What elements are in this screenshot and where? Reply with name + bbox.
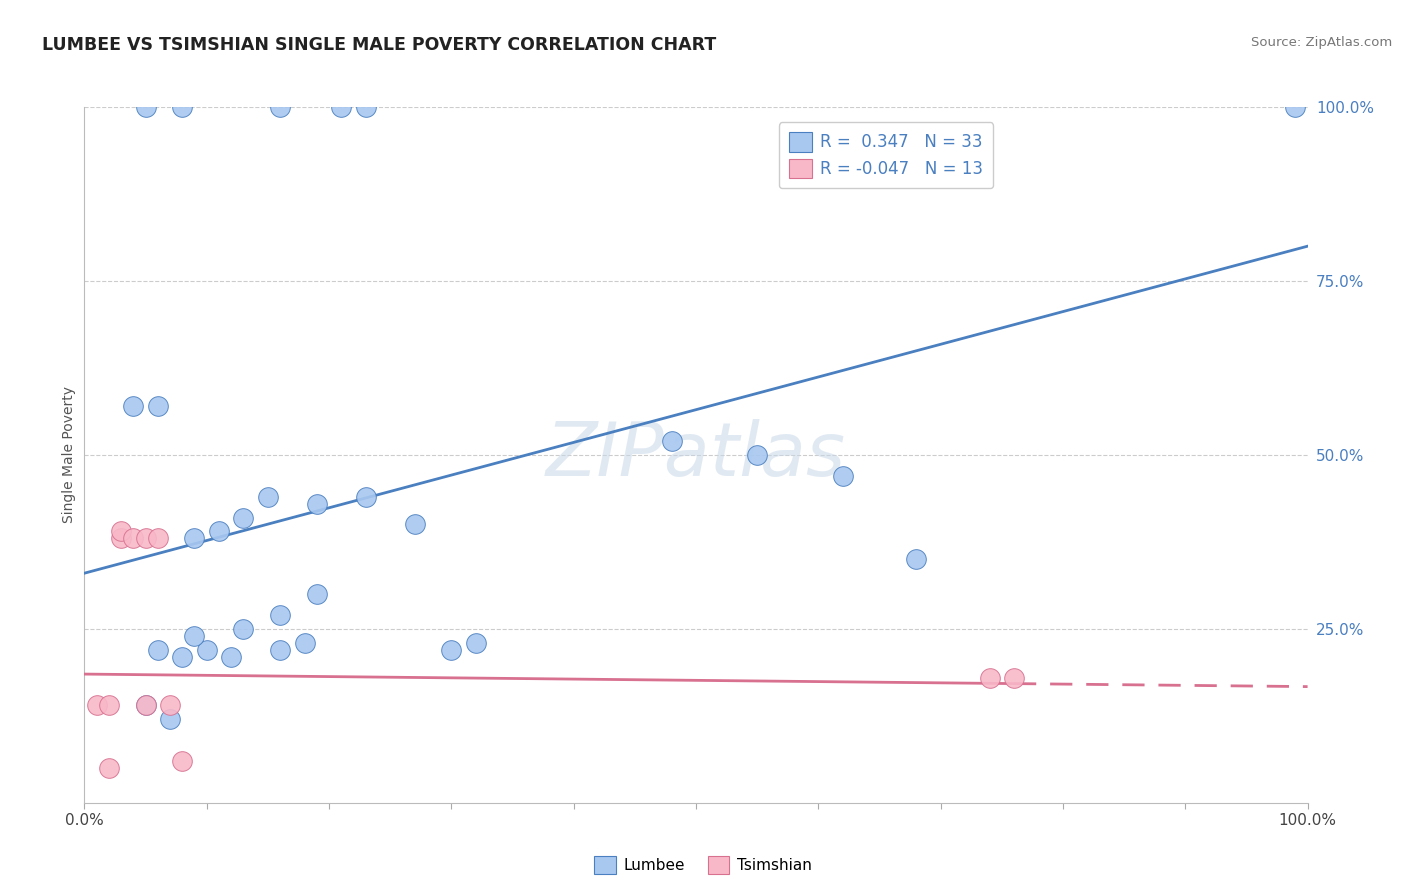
Point: [269, 100, 291, 114]
Point: [110, 532, 132, 546]
Point: [232, 622, 254, 636]
Legend: Lumbee, Tsimshian: Lumbee, Tsimshian: [588, 850, 818, 880]
Point: [831, 468, 853, 483]
Point: [219, 649, 242, 664]
Point: [110, 524, 132, 539]
Point: [464, 636, 486, 650]
Point: [232, 510, 254, 524]
Point: [330, 100, 353, 114]
Point: [747, 448, 769, 462]
Point: [661, 434, 683, 448]
Point: [354, 100, 377, 114]
Point: [305, 587, 328, 601]
Point: [172, 649, 194, 664]
Point: [159, 698, 181, 713]
Point: [122, 399, 145, 413]
Point: [440, 642, 463, 657]
Legend: R =  0.347   N = 33, R = -0.047   N = 13: R = 0.347 N = 33, R = -0.047 N = 13: [779, 122, 994, 188]
Point: [404, 517, 426, 532]
Point: [1284, 100, 1306, 114]
Point: [135, 698, 157, 713]
Text: Source: ZipAtlas.com: Source: ZipAtlas.com: [1251, 36, 1392, 49]
Point: [183, 532, 205, 546]
Point: [97, 761, 120, 775]
Point: [1002, 671, 1025, 685]
Point: [269, 642, 291, 657]
Point: [172, 754, 194, 768]
Point: [146, 532, 169, 546]
Point: [905, 552, 928, 566]
Point: [354, 490, 377, 504]
Point: [269, 607, 291, 622]
Point: [146, 399, 169, 413]
Point: [122, 532, 145, 546]
Point: [86, 698, 108, 713]
Point: [97, 698, 120, 713]
Point: [135, 100, 157, 114]
Point: [305, 497, 328, 511]
Point: [183, 629, 205, 643]
Point: [146, 642, 169, 657]
Text: ZIPatlas: ZIPatlas: [546, 419, 846, 491]
Text: LUMBEE VS TSIMSHIAN SINGLE MALE POVERTY CORRELATION CHART: LUMBEE VS TSIMSHIAN SINGLE MALE POVERTY …: [42, 36, 717, 54]
Point: [135, 698, 157, 713]
Point: [159, 712, 181, 726]
Point: [257, 490, 280, 504]
Point: [208, 524, 231, 539]
Y-axis label: Single Male Poverty: Single Male Poverty: [62, 386, 76, 524]
Point: [172, 100, 194, 114]
Point: [294, 636, 316, 650]
Point: [135, 532, 157, 546]
Point: [195, 642, 218, 657]
Point: [979, 671, 1001, 685]
